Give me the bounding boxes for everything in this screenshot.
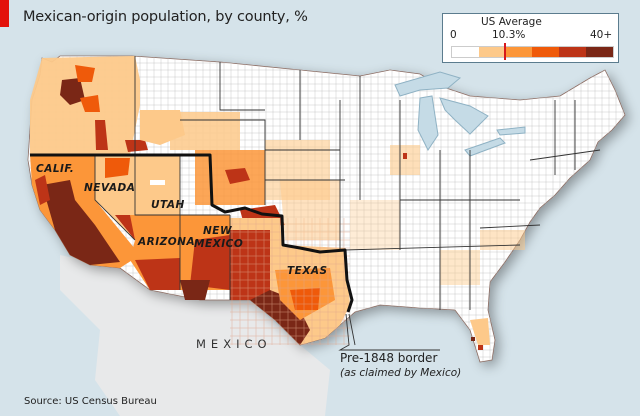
legend: US Average 0 10.3% 40+ — [442, 13, 619, 63]
state-borders — [94, 56, 601, 310]
annotation-leader-line — [338, 313, 440, 351]
label-utah: UTAH — [151, 199, 185, 211]
pre-1848-border-line — [30, 153, 354, 313]
legend-swatch-4 — [559, 47, 587, 57]
legend-heading: US Average — [481, 16, 542, 28]
label-nevada: NEVADA — [84, 182, 136, 194]
mexico-land — [60, 255, 330, 416]
label-california: CALIF. — [36, 163, 75, 175]
label-mexico: MEXICO — [196, 337, 272, 351]
lake-ontario — [496, 126, 526, 136]
legend-color-scale — [451, 46, 614, 58]
source-note: Source: US Census Bureau — [24, 396, 157, 407]
legend-swatch-3 — [532, 47, 560, 57]
label-texas: TEXAS — [287, 265, 328, 277]
legend-average-marker — [504, 43, 506, 60]
label-new-mexico-2: MEXICO — [194, 238, 244, 250]
legend-swatch-0 — [452, 47, 479, 57]
label-arizona: ARIZONA — [138, 236, 196, 248]
brand-accent-bar — [0, 0, 9, 27]
legend-swatch-1 — [478, 47, 506, 57]
annotation-title: Pre-1848 border — [340, 351, 438, 365]
legend-average-label: 10.3% — [492, 29, 526, 41]
legend-min-label: 0 — [450, 29, 457, 41]
annotation-subtitle: (as claimed by Mexico) — [340, 367, 462, 379]
lake-erie — [464, 137, 506, 157]
legend-swatch-5 — [586, 47, 613, 57]
label-new-mexico-1: NEW — [203, 225, 233, 237]
legend-swatch-2 — [505, 47, 533, 57]
chart-title: Mexican-origin population, by county, % — [23, 9, 308, 25]
lake-superior — [394, 71, 462, 97]
legend-max-label: 40+ — [590, 29, 613, 41]
lake-michigan — [417, 95, 439, 151]
lake-huron — [439, 97, 489, 135]
